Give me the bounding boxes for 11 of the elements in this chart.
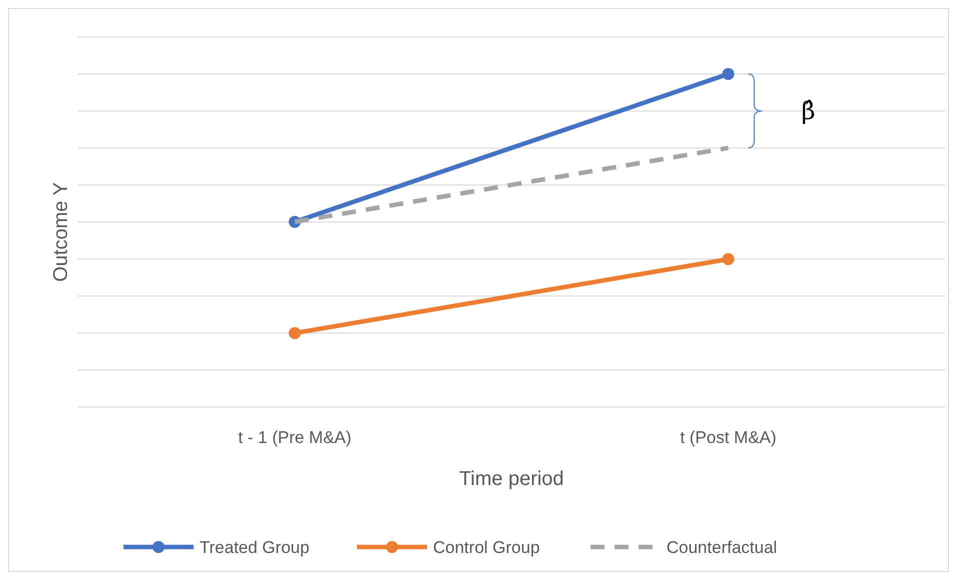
y-axis-title: Outcome Y: [50, 182, 72, 282]
x-axis-title: Time period: [459, 468, 564, 490]
point: [722, 68, 734, 80]
point: [722, 253, 734, 266]
point: [288, 327, 301, 340]
annotation: β̂: [801, 96, 816, 125]
x-tick-label: t (Post M&A): [680, 428, 776, 447]
legend-label: Treated Group: [200, 538, 310, 557]
legend-label: Counterfactual: [666, 538, 778, 557]
x-tick-label: t - 1 (Pre M&A): [238, 428, 352, 447]
legend-label: Control Group: [433, 538, 540, 557]
